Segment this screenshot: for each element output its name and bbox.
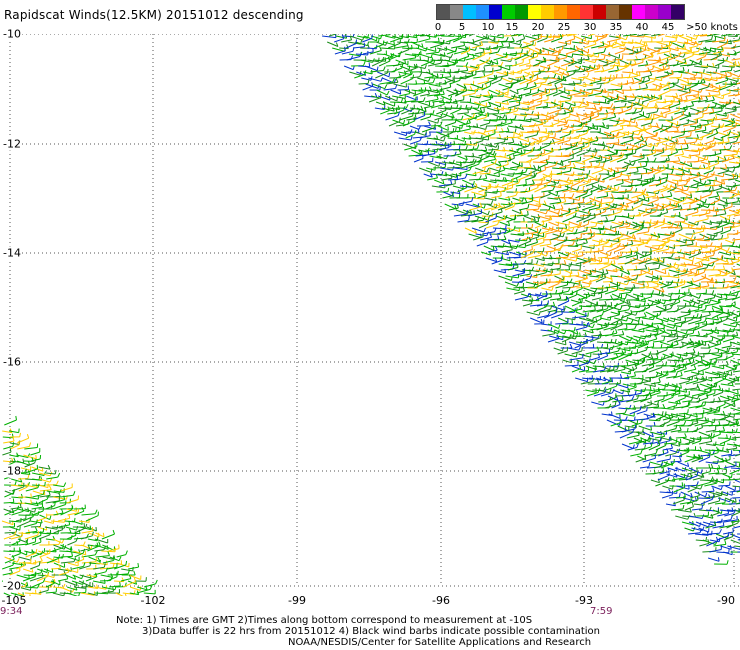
latitude-label: -10 bbox=[3, 27, 21, 41]
map-title: Rapidscat Winds(12.5KM) 20151012 descend… bbox=[4, 8, 304, 22]
legend-label: 25 bbox=[557, 22, 571, 33]
legend-swatch bbox=[502, 5, 515, 19]
note-line-1: Note: 1) Times are GMT 2)Times along bot… bbox=[116, 615, 533, 626]
legend-swatch bbox=[606, 5, 619, 19]
legend-swatch bbox=[632, 5, 645, 19]
legend-swatch bbox=[489, 5, 502, 19]
time-label-left: 9:34 bbox=[0, 606, 23, 617]
longitude-label: -96 bbox=[432, 594, 450, 607]
legend-swatch bbox=[671, 5, 684, 19]
legend-color-bar bbox=[436, 4, 685, 20]
legend-swatch bbox=[619, 5, 632, 19]
legend-swatch bbox=[450, 5, 463, 19]
legend-swatch bbox=[476, 5, 489, 19]
note-line-3: NOAA/NESDIS/Center for Satellite Applica… bbox=[288, 637, 592, 648]
legend-swatch bbox=[593, 5, 606, 19]
longitude-label: -102 bbox=[140, 594, 166, 607]
note-line-2: 3)Data buffer is 22 hrs from 20151012 4)… bbox=[142, 626, 600, 637]
legend-label: 5 bbox=[458, 22, 466, 33]
legend-swatch bbox=[645, 5, 658, 19]
wind-map-plot bbox=[1, 34, 740, 596]
legend-swatch bbox=[528, 5, 541, 19]
longitude-label: -93 bbox=[575, 594, 593, 607]
legend-label: 10 bbox=[481, 22, 495, 33]
legend-swatch bbox=[437, 5, 450, 19]
wind-speed-legend: 0 5 10 15 20 25 30 35 40 45 >50 knots bbox=[434, 4, 738, 34]
legend-labels: 0 5 10 15 20 25 30 35 40 45 >50 knots bbox=[434, 22, 738, 34]
legend-swatch bbox=[567, 5, 580, 19]
legend-label: >50 knots bbox=[686, 22, 738, 33]
longitude-label: -90 bbox=[717, 594, 735, 607]
longitude-label: -99 bbox=[288, 594, 306, 607]
legend-label: 40 bbox=[635, 22, 649, 33]
legend-label: 30 bbox=[583, 22, 597, 33]
legend-label: 20 bbox=[531, 22, 545, 33]
legend-swatch bbox=[541, 5, 554, 19]
time-label-right: 7:59 bbox=[590, 606, 613, 617]
latitude-label: -16 bbox=[3, 355, 21, 369]
legend-label: 0 bbox=[434, 22, 442, 33]
legend-label: 15 bbox=[505, 22, 519, 33]
legend-swatch bbox=[463, 5, 476, 19]
wind-barbs bbox=[1, 34, 740, 596]
legend-swatch bbox=[580, 5, 593, 19]
latitude-label: -18 bbox=[3, 464, 21, 478]
legend-swatch bbox=[658, 5, 671, 19]
legend-swatch bbox=[554, 5, 567, 19]
latitude-label: -12 bbox=[3, 137, 21, 151]
longitude-label: -105 bbox=[1, 594, 27, 607]
legend-swatch bbox=[515, 5, 528, 19]
latitude-label: -20 bbox=[3, 579, 21, 593]
legend-label: 35 bbox=[609, 22, 623, 33]
grid-lines bbox=[9, 34, 740, 587]
legend-label: 45 bbox=[661, 22, 675, 33]
latitude-label: -14 bbox=[3, 246, 21, 260]
